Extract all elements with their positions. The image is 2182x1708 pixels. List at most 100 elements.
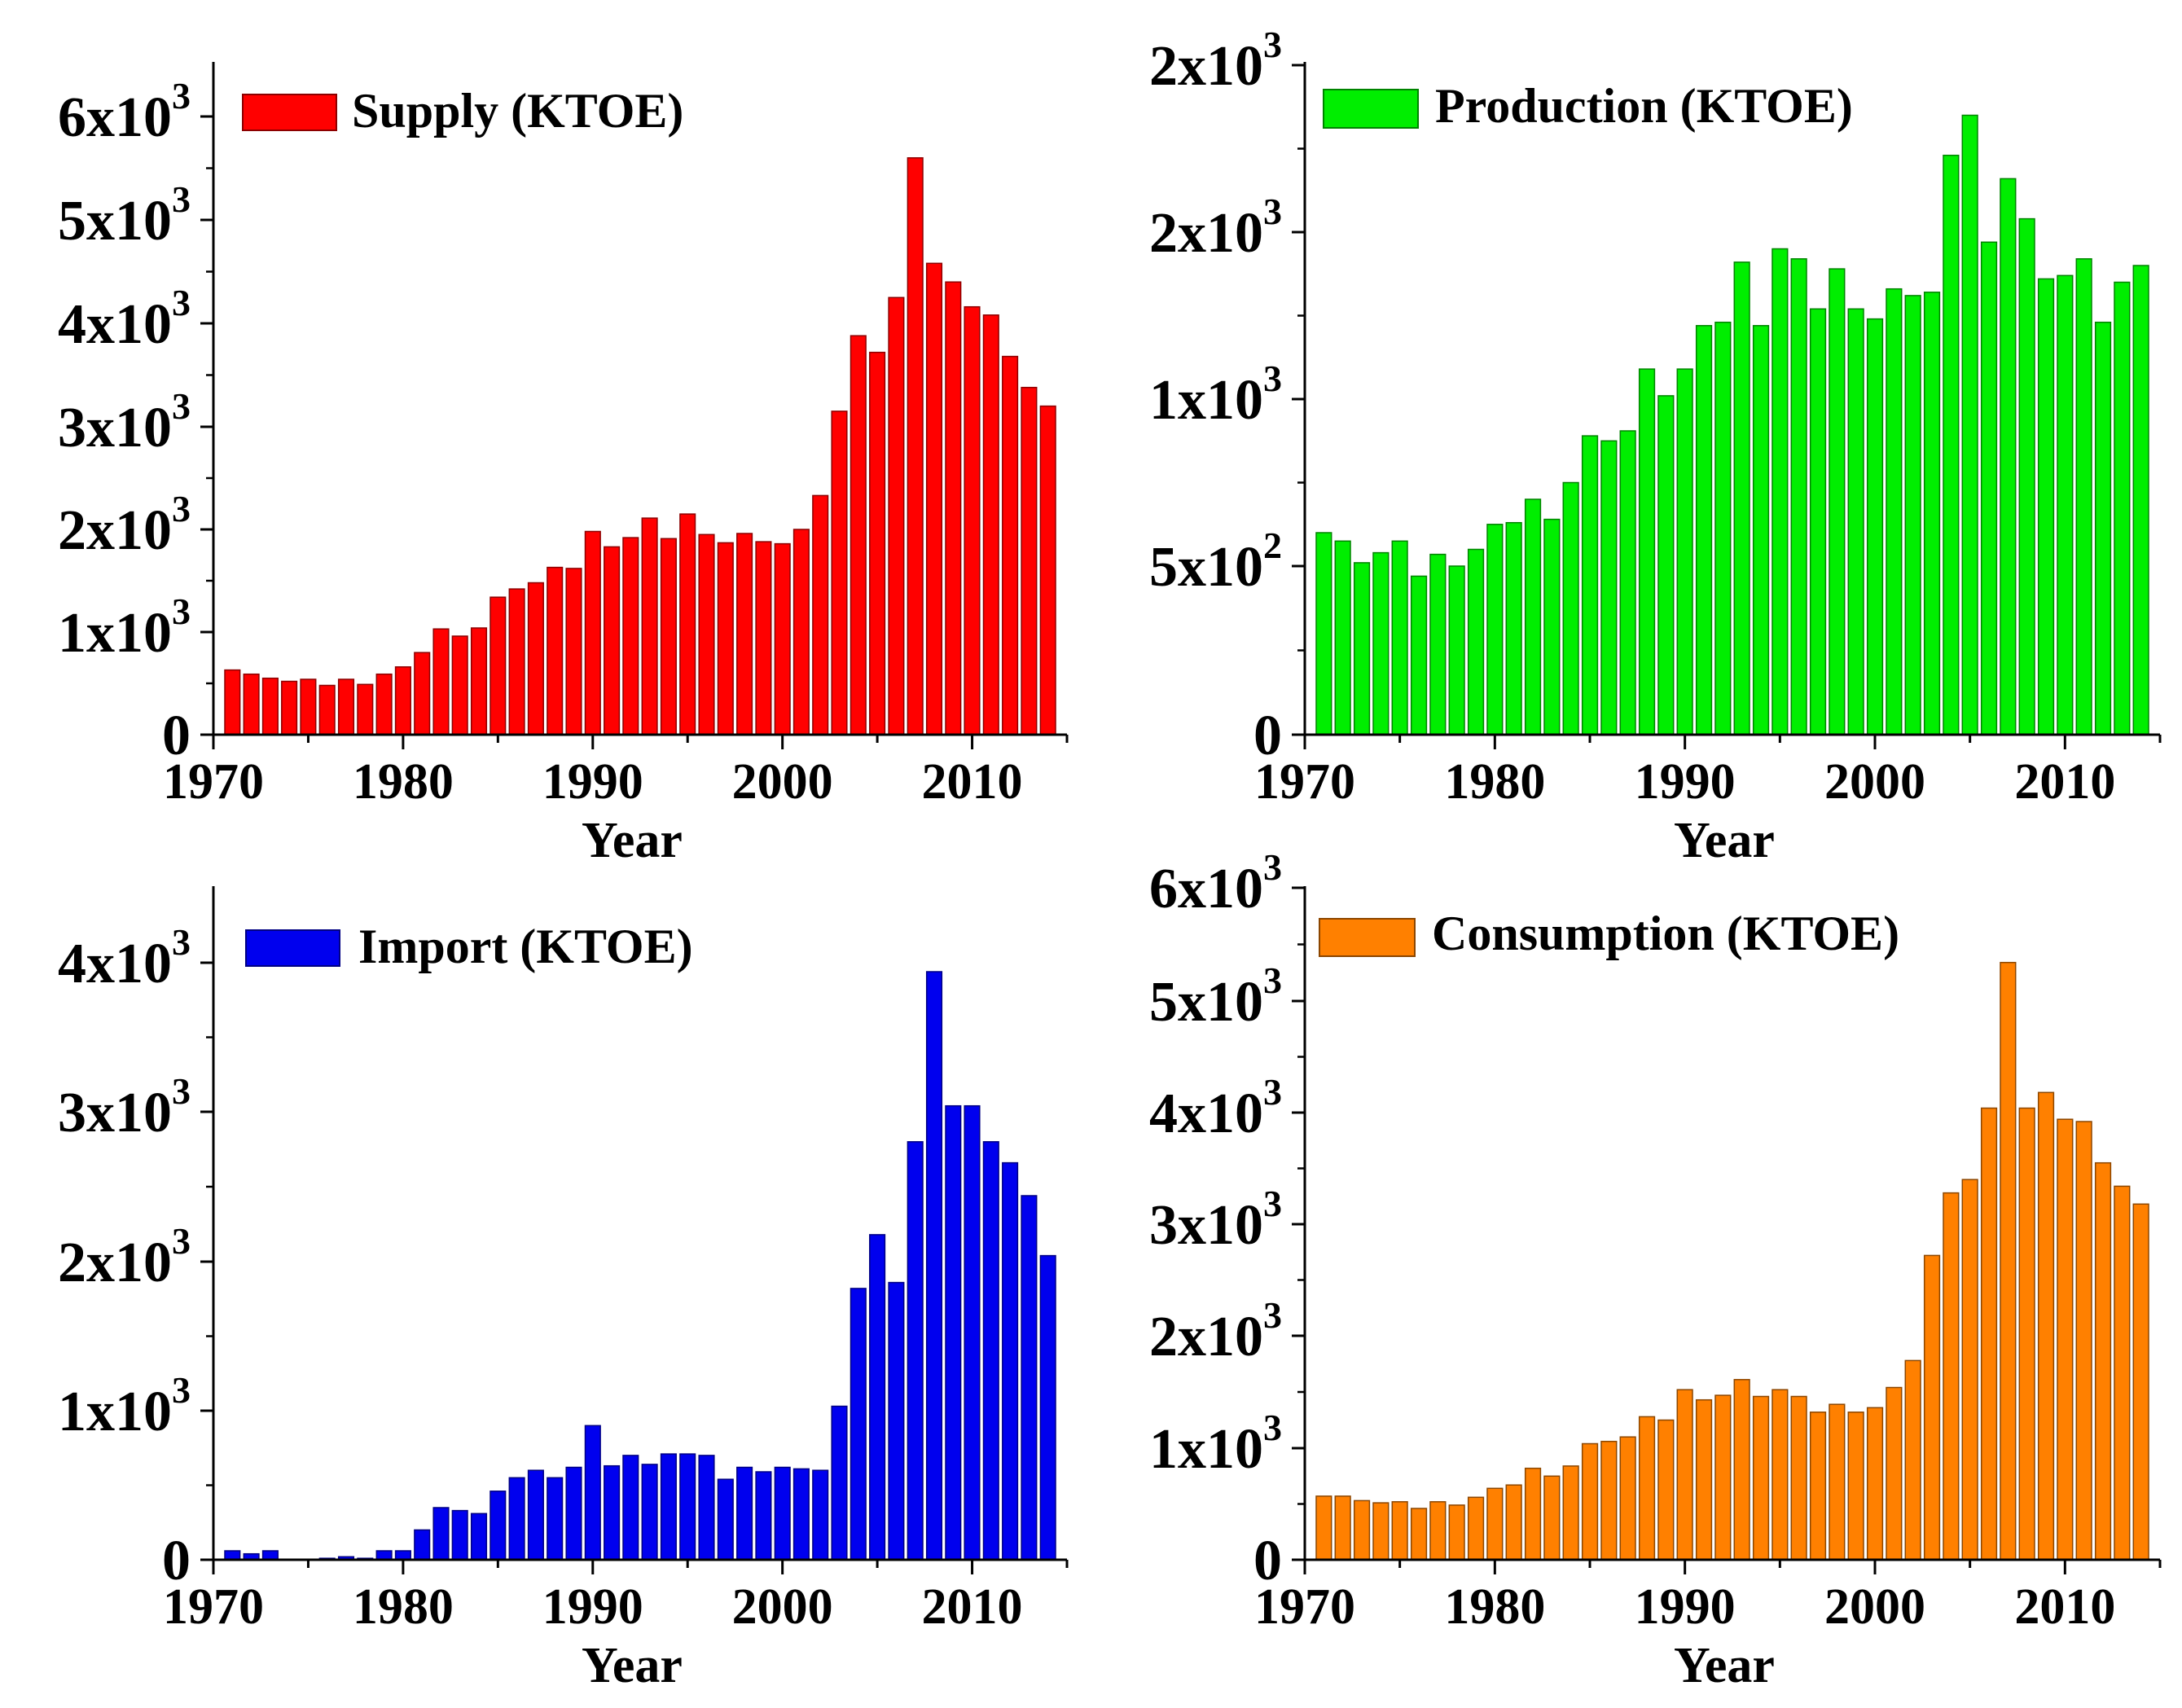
bar-consumption-1993 (1733, 1379, 1750, 1561)
bar-production-1976 (1410, 575, 1428, 735)
y-tick-label-production-3: 2x103 (1149, 191, 1282, 265)
bar-supply-2006 (888, 296, 905, 735)
bar-import-2014 (1039, 1254, 1056, 1561)
bar-consumption-2000 (1866, 1407, 1884, 1561)
bar-production-2002 (1904, 295, 1921, 735)
bar-consumption-2005 (1961, 1179, 1978, 1561)
bar-production-1989 (1657, 395, 1675, 735)
bar-consumption-2006 (1980, 1107, 1998, 1561)
bar-consumption-1986 (1600, 1440, 1618, 1561)
bar-production-2012 (2094, 321, 2112, 735)
bar-production-1993 (1733, 261, 1750, 735)
bar-consumption-1985 (1581, 1442, 1599, 1561)
bar-production-1977 (1429, 553, 1447, 735)
bar-supply-1977 (337, 678, 355, 735)
bar-import-1983 (451, 1509, 468, 1561)
bar-consumption-1977 (1429, 1501, 1447, 1561)
bar-production-1974 (1372, 551, 1390, 735)
bar-supply-1996 (698, 533, 715, 735)
bar-production-1988 (1638, 368, 1656, 735)
y-tick-label-supply-0: 0 (162, 705, 191, 767)
bar-import-1999 (755, 1471, 772, 1561)
y-tick-label-production-2: 1x103 (1149, 358, 1282, 432)
bar-consumption-2003 (1923, 1254, 1941, 1561)
bar-consumption-1974 (1372, 1502, 1390, 1561)
bar-supply-1976 (318, 684, 336, 735)
legend-swatch-production (1323, 89, 1419, 129)
x-tick-label-consumption-2010: 2010 (2014, 1579, 2115, 1635)
bar-production-1981 (1505, 521, 1522, 735)
y-tick-label-consumption-2: 2x103 (1149, 1294, 1282, 1368)
bar-consumption-1980 (1486, 1487, 1504, 1561)
bar-consumption-1996 (1790, 1395, 1807, 1561)
bar-supply-1987 (527, 582, 544, 735)
bar-import-2000 (774, 1466, 791, 1561)
bar-consumption-2011 (2075, 1121, 2092, 1561)
bar-supply-1990 (584, 530, 601, 735)
bar-supply-1984 (470, 627, 488, 735)
bar-supply-1983 (451, 635, 468, 735)
bar-import-1982 (432, 1507, 450, 1561)
bar-consumption-2008 (2018, 1107, 2035, 1561)
bar-consumption-2012 (2094, 1161, 2112, 1561)
bar-import-2013 (1021, 1195, 1038, 1561)
x-tick-label-consumption-1980: 1980 (1444, 1579, 1545, 1635)
bar-import-2012 (1002, 1161, 1019, 1561)
bar-supply-1992 (622, 537, 639, 735)
legend-label-supply: Supply (KTOE) (352, 84, 683, 138)
y-tick-label-consumption-4: 4x103 (1149, 1071, 1282, 1145)
bar-production-2007 (2000, 178, 2017, 735)
bar-consumption-1987 (1619, 1436, 1636, 1561)
bar-consumption-2002 (1904, 1359, 1921, 1561)
bar-consumption-1991 (1695, 1398, 1713, 1561)
bar-supply-2005 (869, 351, 886, 735)
bar-supply-2010 (964, 305, 981, 735)
bar-supply-1982 (432, 628, 450, 735)
bar-supply-1994 (660, 538, 677, 735)
x-tick-label-import-1990: 1990 (542, 1579, 643, 1635)
bar-production-1982 (1524, 498, 1542, 735)
bar-production-1994 (1752, 325, 1770, 735)
bar-supply-1973 (261, 677, 279, 735)
bar-import-1995 (679, 1453, 696, 1561)
bar-production-1984 (1562, 481, 1579, 735)
bar-import-1981 (414, 1529, 431, 1561)
bar-import-1997 (717, 1478, 734, 1561)
bar-supply-1981 (414, 652, 431, 735)
legend-label-production: Production (KTOE) (1435, 79, 1853, 133)
bar-consumption-1983 (1543, 1475, 1561, 1561)
bar-supply-1997 (717, 542, 734, 735)
y-tick-label-consumption-3: 3x103 (1149, 1183, 1282, 1257)
bar-import-2009 (945, 1104, 962, 1561)
y-tick-label-import-0: 0 (162, 1530, 191, 1592)
bar-production-1996 (1790, 258, 1807, 735)
bar-import-1988 (547, 1477, 564, 1561)
legend-supply: Supply (KTOE) (242, 84, 683, 138)
x-tick-label-supply-1990: 1990 (542, 754, 643, 810)
panel-consumption: 1970 1980 1990 2000 2010 0 1x103 2x103 3x103 4x10… (1149, 846, 2162, 1693)
y-tick-label-consumption-1: 1x103 (1149, 1407, 1282, 1481)
bar-import-1973 (261, 1550, 279, 1561)
x-tick-label-production-2010: 2010 (2014, 754, 2115, 810)
bar-production-2009 (2037, 278, 2055, 735)
bar-consumption-1998 (1829, 1403, 1846, 1561)
bar-consumption-2010 (2057, 1118, 2074, 1561)
x-tick-label-production-1980: 1980 (1444, 754, 1545, 810)
bar-production-1990 (1676, 368, 1693, 735)
x-tick-label-consumption-1990: 1990 (1635, 1579, 1736, 1635)
bar-supply-1993 (641, 517, 658, 735)
bar-supply-2011 (982, 314, 999, 735)
y-tick-label-production-0: 0 (1253, 705, 1282, 767)
y-tick-label-production-1: 5x102 (1149, 525, 1282, 599)
legend-swatch-consumption (1319, 918, 1416, 957)
bar-supply-1971 (224, 669, 241, 735)
y-tick-label-import-3: 3x103 (58, 1070, 191, 1144)
y-tick-label-supply-6: 6x103 (58, 75, 191, 149)
bar-supply-1995 (679, 513, 696, 735)
bar-import-1980 (394, 1550, 411, 1561)
x-axis-title-consumption: Year (1674, 1638, 1775, 1693)
bar-production-1971 (1315, 532, 1332, 735)
x-tick-label-production-2000: 2000 (1824, 754, 1925, 810)
bar-consumption-2007 (2000, 961, 2017, 1561)
bar-supply-1988 (547, 566, 564, 735)
